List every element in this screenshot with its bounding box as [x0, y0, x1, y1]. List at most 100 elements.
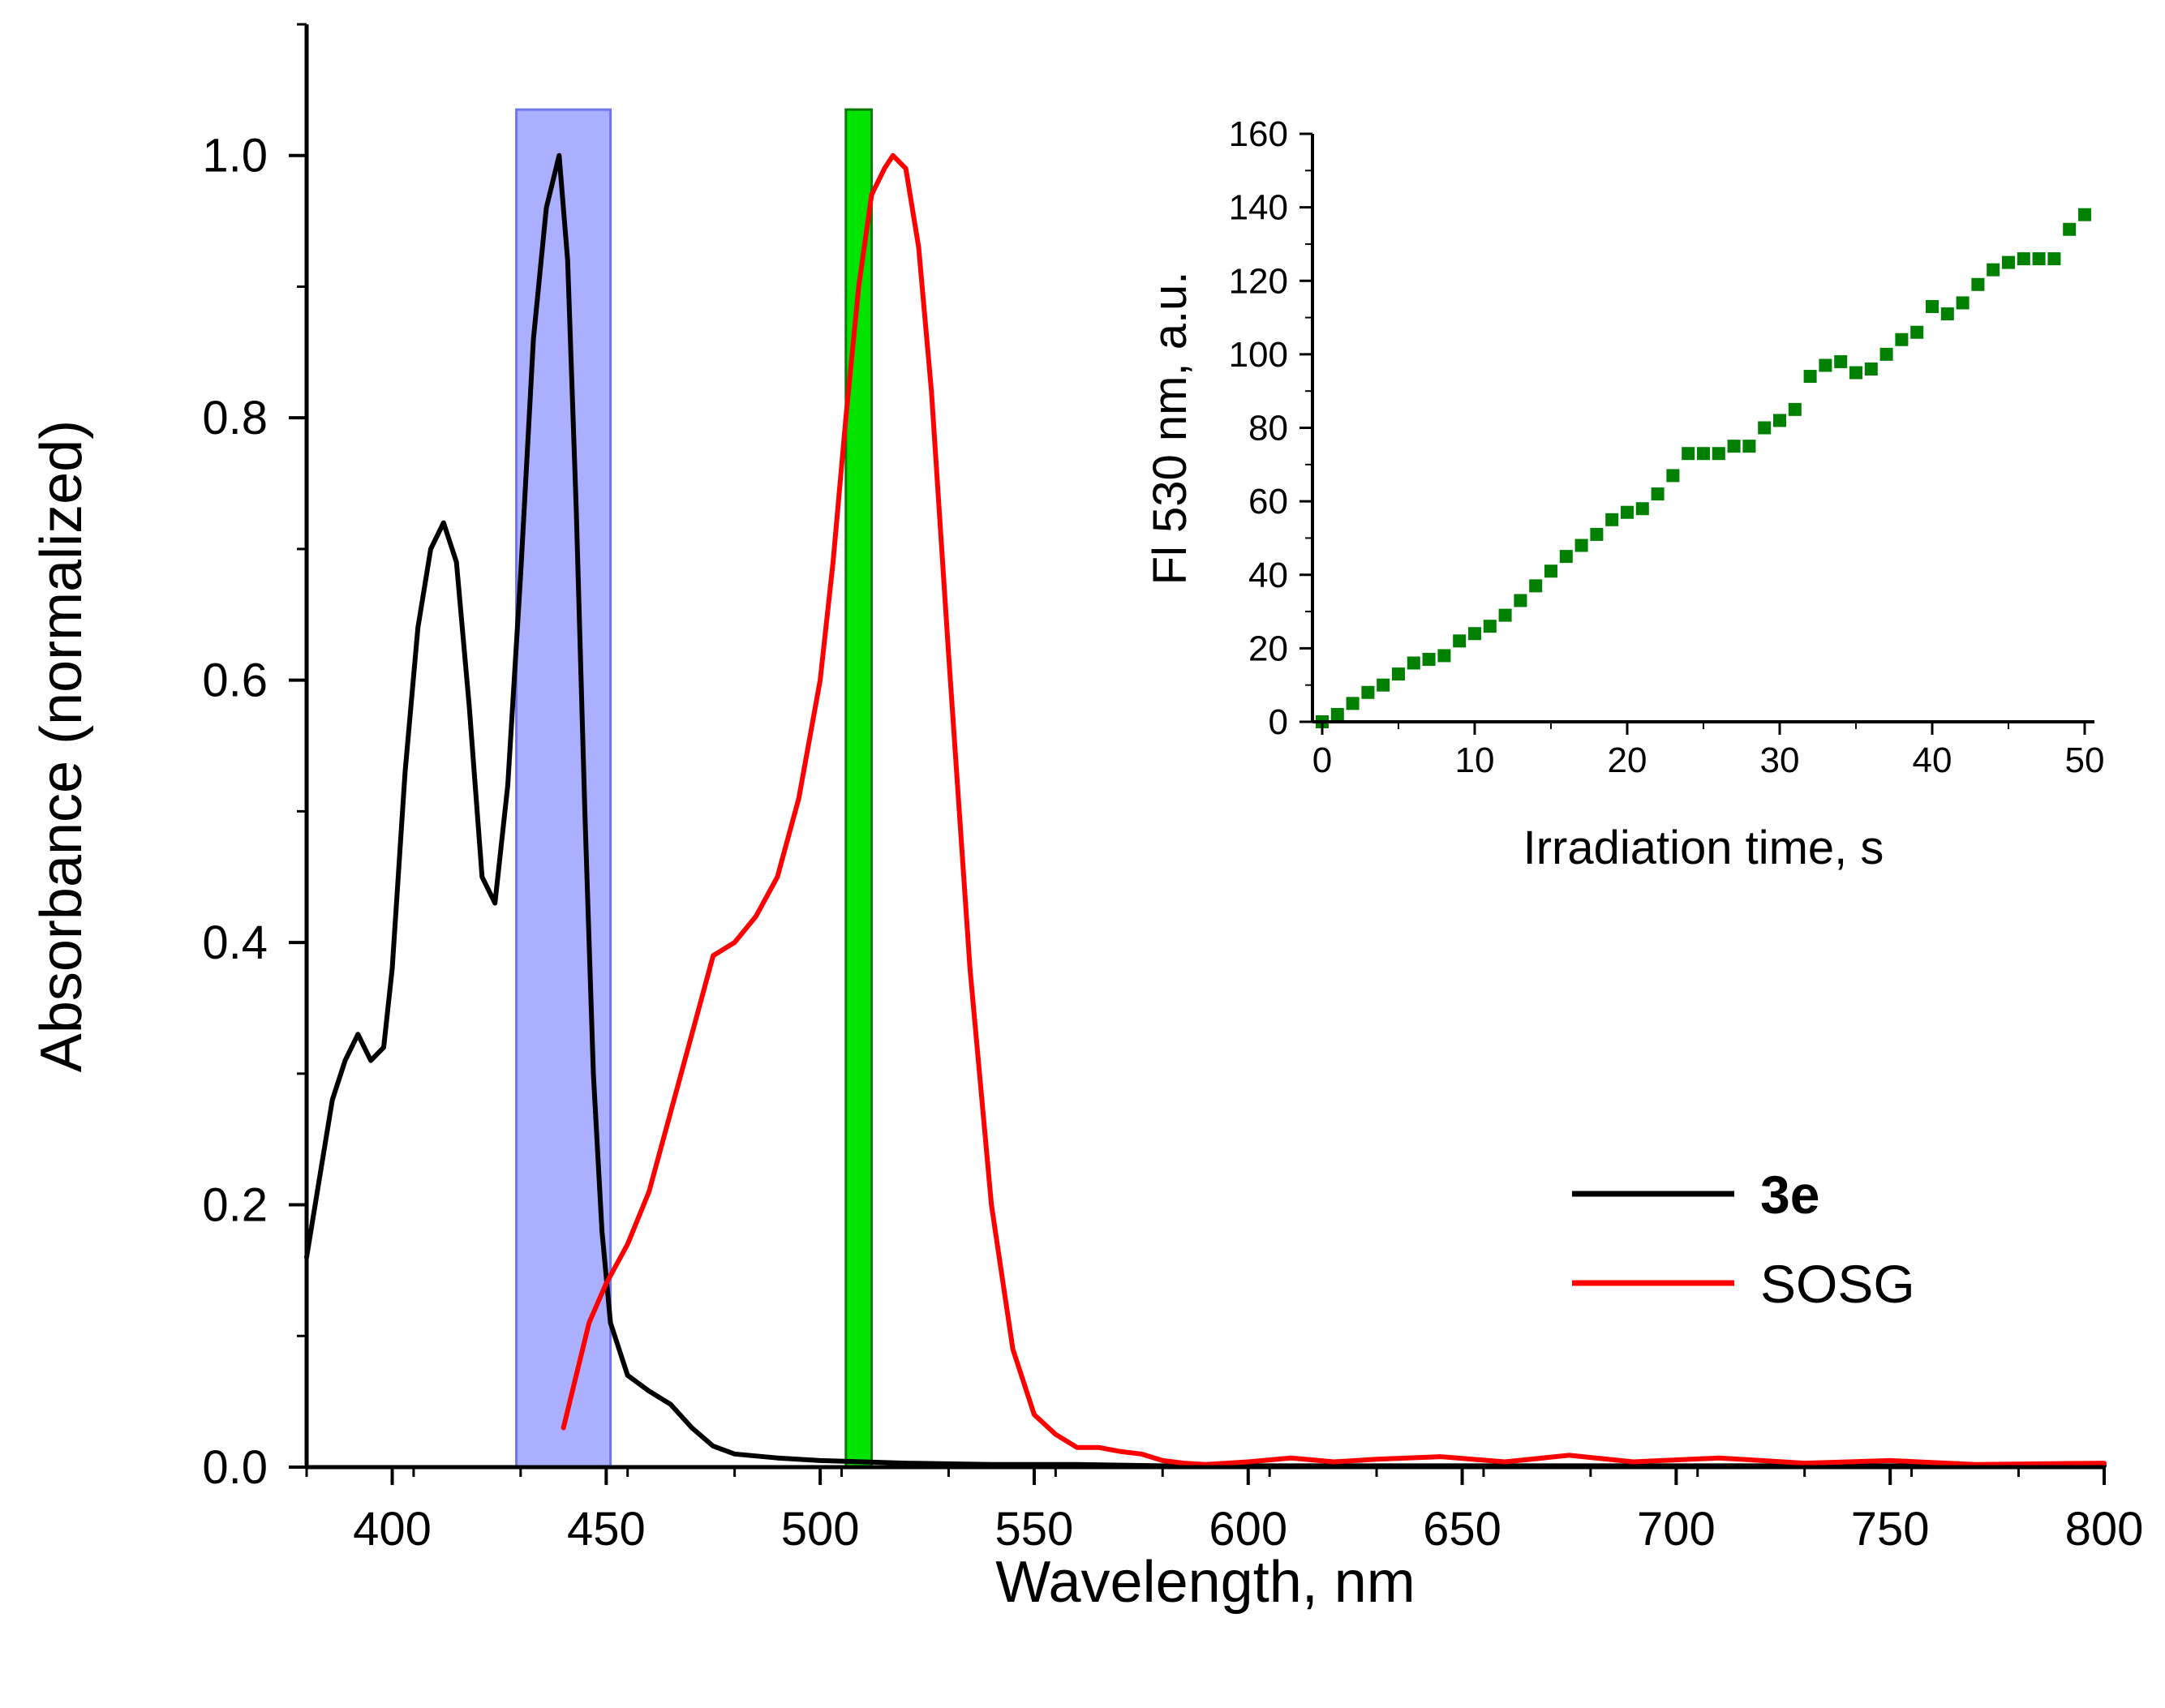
inset-data-point [1635, 502, 1649, 516]
inset-data-point [1346, 697, 1360, 710]
y-tick-label: 1.0 [202, 130, 268, 182]
inset-data-point [1529, 579, 1543, 593]
inset-data-point [1330, 707, 1344, 721]
inset-data-points [1316, 208, 2091, 728]
main-x-ticks: 400 450 500 550 600 650 700 750 800 [305, 1467, 2144, 1556]
x-tick-label: 650 [1423, 1503, 1501, 1556]
main-y-axis-title: Absorbance (normalized) [29, 420, 94, 1072]
x-tick-label: 500 [781, 1503, 860, 1556]
inset-y-tick-label: 160 [1229, 114, 1288, 154]
inset-chart: 0 10 20 30 40 50 0 20 40 60 80 100 120 140 160 Irradi… [1144, 114, 2104, 874]
inset-data-point [1498, 608, 1512, 622]
inset-y-tick-label: 140 [1229, 188, 1288, 228]
x-tick-label: 700 [1637, 1503, 1716, 1556]
inset-data-point [1819, 358, 1832, 372]
inset-y-ticks: 0 20 40 60 80 100 120 140 160 [1229, 114, 1312, 742]
inset-data-point [1574, 539, 1588, 552]
inset-y-tick-label: 80 [1248, 409, 1288, 448]
inset-data-point [1742, 440, 1756, 453]
inset-data-point [1666, 469, 1680, 483]
inset-data-point [1422, 652, 1436, 666]
inset-x-tick-label: 10 [1455, 740, 1495, 780]
x-tick-label: 600 [1209, 1503, 1287, 1556]
inset-data-point [1697, 447, 1710, 461]
inset-data-point [1377, 678, 1390, 692]
y-tick-label: 0.4 [202, 916, 268, 969]
inset-data-point [1559, 550, 1573, 564]
inset-data-point [1895, 333, 1909, 346]
legend-label-3e: 3e [1760, 1165, 1819, 1225]
series-line-sosg [561, 152, 2107, 1467]
y-tick-label: 0.2 [202, 1179, 268, 1232]
inset-data-point [1849, 366, 1862, 380]
inset-data-point [1621, 505, 1634, 519]
legend: 3e SOSG [1572, 1165, 1915, 1314]
inset-y-tick-label: 60 [1248, 482, 1288, 521]
inset-x-ticks: 0 10 20 30 40 50 [1312, 722, 2105, 780]
y-tick-label: 0.0 [202, 1441, 268, 1494]
inset-data-point [1682, 447, 1695, 461]
legend-label-sosg: SOSG [1760, 1254, 1915, 1314]
inset-data-point [1361, 685, 1375, 699]
inset-data-point [1910, 325, 1924, 339]
inset-x-tick-label: 50 [2065, 740, 2105, 780]
green-detection-band [844, 108, 873, 1469]
y-tick-label: 0.6 [202, 654, 268, 707]
main-chart: 400 450 500 550 600 650 700 750 800 0.00.20.40.6… [29, 23, 2144, 1615]
x-tick-label: 750 [1851, 1503, 1930, 1556]
inset-data-point [1758, 421, 1772, 435]
inset-data-point [1773, 414, 1786, 427]
x-tick-label: 800 [2065, 1503, 2144, 1556]
x-tick-label: 400 [353, 1503, 432, 1556]
inset-data-point [1468, 627, 1481, 641]
inset-data-point [1803, 370, 1817, 384]
inset-data-point [1940, 307, 1954, 321]
inset-data-point [1437, 649, 1451, 663]
inset-data-point [2078, 208, 2091, 221]
inset-data-point [1407, 656, 1420, 670]
inset-data-point [1605, 513, 1619, 526]
inset-data-point [1864, 363, 1878, 376]
inset-data-point [1727, 440, 1741, 453]
inset-data-point [1483, 620, 1497, 633]
inset-data-point [2002, 255, 2015, 269]
inset-data-point [2063, 222, 2077, 236]
inset-x-tick-label: 0 [1312, 740, 1332, 780]
inset-data-point [1514, 594, 1527, 607]
inset-data-point [1392, 667, 1405, 681]
inset-x-tick-label: 20 [1608, 740, 1647, 780]
inset-data-point [1788, 402, 1802, 416]
inset-y-tick-label: 120 [1229, 261, 1288, 301]
inset-y-tick-label: 0 [1269, 702, 1288, 742]
inset-data-point [2017, 252, 2030, 266]
x-tick-label: 550 [995, 1503, 1074, 1556]
inset-y-axis-title: Fl 530 nm, a.u. [1144, 272, 1196, 586]
inset-data-point [1926, 299, 1939, 313]
inset-data-point [2047, 252, 2061, 266]
series-line-3e [304, 152, 2107, 1469]
inset-data-point [1956, 296, 1970, 310]
blue-excitation-band [515, 108, 612, 1469]
inset-data-point [2032, 252, 2046, 266]
inset-x-axis-title: Irradiation time, s [1523, 822, 1884, 874]
main-plot-series [304, 152, 2107, 1469]
inset-data-point [1987, 263, 2000, 277]
inset-y-tick-label: 40 [1248, 556, 1288, 595]
inset-data-point [1651, 487, 1665, 501]
inset-x-tick-label: 30 [1760, 740, 1800, 780]
inset-x-tick-label: 40 [1913, 740, 1952, 780]
main-y-ticks: 0.0 0.2 0.4 0.6 0.8 1.0 [202, 23, 307, 1494]
y-tick-label: 0.8 [202, 392, 268, 444]
inset-data-point [1971, 277, 1985, 291]
inset-data-point [1590, 527, 1604, 541]
x-tick-label: 450 [567, 1503, 646, 1556]
main-x-axis-title: Wavelength, nm [995, 1550, 1415, 1615]
inset-y-tick-label: 20 [1248, 629, 1288, 668]
inset-data-point [1879, 347, 1893, 361]
inset-data-point [1834, 354, 1848, 368]
inset-data-point [1712, 447, 1725, 461]
inset-data-point [1453, 634, 1467, 648]
inset-data-point [1544, 564, 1557, 578]
